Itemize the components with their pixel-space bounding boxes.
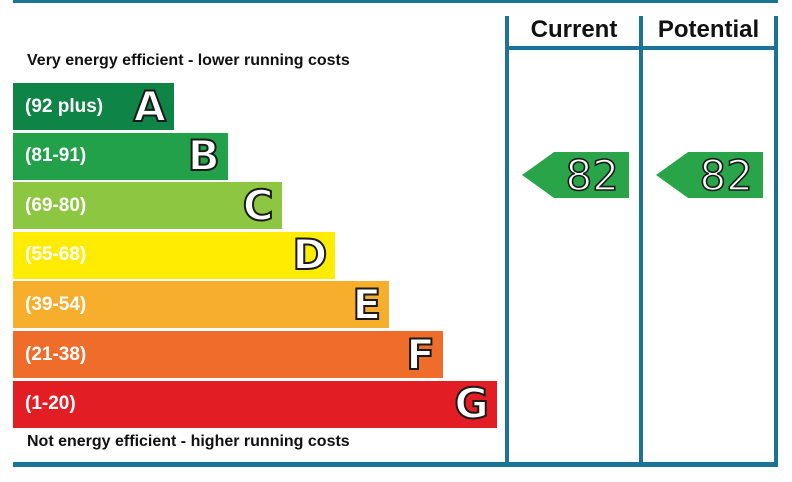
current-rating-arrow: 82 (522, 151, 629, 201)
band-letter: D (292, 230, 329, 280)
band-b: (81-91) B (13, 131, 228, 181)
band-e: (39-54) E (13, 279, 390, 329)
band-letter: C (242, 180, 275, 230)
potential-rating-arrow: 82 (656, 151, 763, 201)
bottom-border-line (13, 462, 778, 467)
band-a: (92 plus) A (13, 83, 174, 130)
current-rating-value: 82 (565, 151, 620, 201)
band-g: (1-20) G (13, 379, 497, 429)
band-f: (21-38) F (13, 331, 443, 378)
band-c: (69-80) C (13, 180, 282, 230)
top-caption: Very energy efficient - lower running co… (27, 52, 350, 69)
band-range-label: (39-54) (25, 293, 87, 315)
potential-rating-value: 82 (699, 151, 754, 201)
top-border-line (13, 0, 778, 3)
band-range-label: (21-38) (25, 343, 87, 365)
band-d: (55-68) D (13, 230, 336, 280)
band-letter: E (351, 279, 382, 329)
chart-divider-line (505, 16, 509, 466)
potential-column-header: Potential (657, 16, 760, 43)
band-range-label: (1-20) (25, 393, 76, 415)
current-column-header: Current (530, 16, 618, 43)
column-divider-line (639, 16, 643, 466)
band-range-label: (81-91) (25, 145, 87, 167)
band-range-label: (55-68) (25, 244, 87, 266)
band-letter: B (187, 131, 221, 181)
band-letter: A (132, 81, 166, 131)
band-range-label: (92 plus) (25, 95, 104, 117)
band-letter: F (405, 329, 436, 379)
band-letter: G (453, 379, 490, 429)
bottom-caption: Not energy efficient - higher running co… (27, 433, 350, 450)
right-border-line (774, 16, 778, 466)
band-range-label: (69-80) (25, 194, 87, 216)
